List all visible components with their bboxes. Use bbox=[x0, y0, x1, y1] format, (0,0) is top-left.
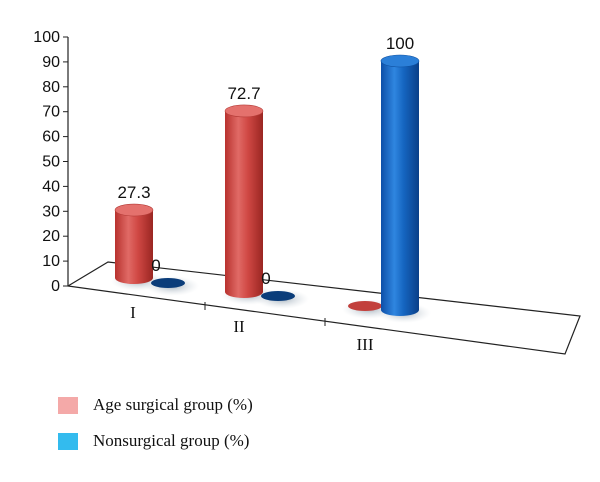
bar-nonsurgical-III: 100 bbox=[377, 34, 431, 323]
bar-age-surgical-II: 72.7 bbox=[221, 84, 275, 305]
y-tick-label: 100 bbox=[33, 29, 60, 46]
data-label: 72.7 bbox=[227, 84, 260, 103]
bar-zero-disc bbox=[151, 278, 185, 288]
bar-nonsurgical-II: 0 bbox=[255, 269, 309, 309]
legend-item: Age surgical group (%) bbox=[58, 395, 253, 414]
y-tick-label: 70 bbox=[42, 104, 60, 121]
bar-zero-disc bbox=[261, 291, 295, 301]
legend-label: Age surgical group (%) bbox=[93, 395, 253, 414]
category-label: III bbox=[357, 335, 374, 354]
bar-top bbox=[114, 203, 154, 217]
data-label: 0 bbox=[151, 256, 160, 275]
data-label: 100 bbox=[386, 34, 414, 53]
data-label: 0 bbox=[261, 269, 270, 288]
bar-nonsurgical-I: 0 bbox=[145, 256, 199, 296]
bar-top bbox=[224, 104, 264, 118]
legend-swatch bbox=[58, 397, 78, 414]
bar-body bbox=[225, 110, 263, 299]
bar-top bbox=[380, 54, 420, 68]
legend: Age surgical group (%) Nonsurgical group … bbox=[58, 395, 253, 450]
legend-swatch bbox=[58, 433, 78, 450]
y-axis-ticks: 0 10 20 30 40 50 60 70 80 90 100 bbox=[33, 29, 68, 295]
bar-zero-disc bbox=[348, 301, 382, 311]
y-tick-label: 10 bbox=[42, 253, 60, 270]
data-label: 27.3 bbox=[117, 183, 150, 202]
legend-item: Nonsurgical group (%) bbox=[58, 431, 249, 450]
legend-label: Nonsurgical group (%) bbox=[93, 431, 249, 450]
y-tick-label: 40 bbox=[42, 178, 60, 195]
y-tick-label: 90 bbox=[42, 54, 60, 71]
y-tick-label: 60 bbox=[42, 129, 60, 146]
y-tick-label: 20 bbox=[42, 228, 60, 245]
y-tick-label: 30 bbox=[42, 203, 60, 220]
bar-body bbox=[115, 210, 153, 284]
bars: 27.3 0 72.7 0 100 bbox=[111, 34, 431, 323]
floor-outline bbox=[66, 261, 581, 355]
y-tick-label: 50 bbox=[42, 154, 60, 171]
category-label: II bbox=[233, 317, 245, 336]
bar-body bbox=[381, 61, 419, 316]
y-tick-label: 80 bbox=[42, 79, 60, 96]
category-label: I bbox=[130, 303, 136, 322]
y-tick-label: 0 bbox=[51, 278, 60, 295]
